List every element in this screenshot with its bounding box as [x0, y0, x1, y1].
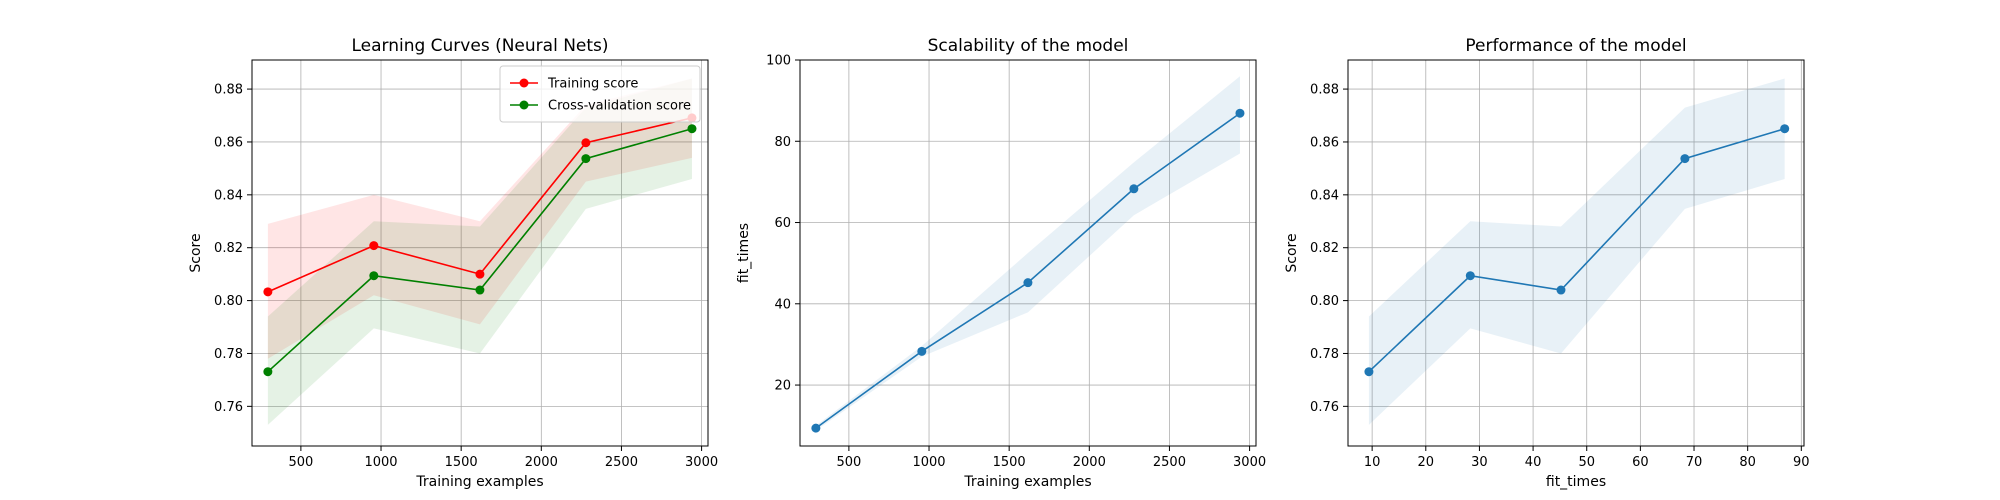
x-tick-label: 20: [1418, 455, 1435, 470]
y-tick-label: 0.78: [1310, 347, 1339, 362]
series-1-band: [815, 76, 1240, 431]
x-tick-label: 500: [288, 455, 313, 470]
legend-box: [499, 65, 701, 123]
x-tick-label: 1500: [993, 455, 1026, 470]
y-tick-label: 80: [774, 135, 791, 150]
y-tick-label: 0.80: [214, 294, 243, 309]
x-axis-label: fit_times: [1546, 474, 1606, 490]
series-1-point: [581, 138, 591, 148]
x-tick-label: 40: [1525, 455, 1542, 470]
x-tick-label: 30: [1471, 455, 1488, 470]
y-tick-label: 0.88: [214, 83, 243, 98]
legend-item: Training score: [510, 77, 638, 92]
x-tick-label: 70: [1686, 455, 1703, 470]
legend-marker: [519, 100, 529, 110]
legend-marker: [519, 78, 529, 88]
legend-label: Cross-validation score: [548, 99, 691, 114]
series-1-point: [263, 287, 273, 297]
x-tick-label: 50: [1578, 455, 1595, 470]
x-axis-label: Training examples: [415, 474, 543, 490]
series-1-point: [1780, 124, 1790, 134]
x-tick-label: 2500: [605, 455, 638, 470]
axes-frame: [251, 59, 709, 447]
y-tick-label: 40: [774, 297, 791, 312]
legend: Training score Cross-validation score: [499, 65, 701, 123]
y-tick-label: 20: [774, 379, 791, 394]
chart-title: Scalability of the model: [928, 36, 1129, 56]
x-tick-label: 60: [1632, 455, 1649, 470]
x-tick-label: 2000: [525, 455, 558, 470]
x-tick-label: 1500: [445, 455, 478, 470]
x-axis-label: Training examples: [963, 474, 1091, 490]
series-2-point: [263, 367, 273, 377]
chart-title: Learning Curves (Neural Nets): [351, 36, 608, 56]
series-1-point: [1556, 285, 1566, 295]
legend-item: Cross-validation score: [510, 99, 691, 114]
y-tick-label: 60: [774, 216, 791, 231]
y-tick-label: 0.84: [214, 188, 243, 203]
series-2-point: [687, 124, 697, 134]
series-1-band: [1368, 78, 1785, 425]
y-tick-label: 0.76: [214, 400, 243, 415]
series-1-point: [1465, 271, 1475, 281]
axes-frame: [1347, 59, 1805, 447]
x-tick-label: 1000: [912, 455, 945, 470]
y-axis-label: Score: [1284, 233, 1300, 272]
y-tick-label: 0.76: [1310, 400, 1339, 415]
y-tick-label: 0.88: [1310, 83, 1339, 98]
x-tick-label: 1000: [364, 455, 397, 470]
series-2-point: [369, 271, 379, 281]
series-1-point: [369, 241, 379, 251]
y-tick-label: 0.80: [1310, 294, 1339, 309]
chart-panel-3: 10 20 30 40 50 60 70 80 90 0.76 0.78 0.80 0.82 0.84 0.…: [1284, 36, 1810, 490]
x-tick-label: 10: [1364, 455, 1381, 470]
x-tick-label: 3000: [685, 455, 718, 470]
series-2-point: [475, 285, 485, 295]
y-tick-label: 0.86: [214, 135, 243, 150]
chart-title: Performance of the model: [1465, 36, 1686, 56]
series-1-point: [811, 423, 821, 433]
series-2-point: [581, 154, 591, 164]
y-tick-label: 0.82: [214, 241, 243, 256]
series-1-band: [267, 78, 692, 359]
chart-panel-2: 500 1000 1500 2000 2500 3000 20 40 60 80 100 Scalab…: [736, 36, 1266, 490]
series-1-point: [475, 269, 485, 279]
series-1-point: [1235, 108, 1245, 118]
series-1-point: [1680, 154, 1690, 164]
series-1-point: [917, 346, 927, 356]
x-tick-label: 80: [1739, 455, 1756, 470]
x-tick-label: 500: [836, 455, 861, 470]
x-tick-label: 90: [1793, 455, 1810, 470]
series-1-point: [1129, 184, 1139, 194]
x-tick-label: 2000: [1073, 455, 1106, 470]
x-tick-label: 2500: [1153, 455, 1186, 470]
y-axis-label: fit_times: [736, 223, 752, 283]
y-tick-label: 0.84: [1310, 188, 1339, 203]
y-tick-label: 0.78: [214, 347, 243, 362]
chart-panel-1: 500 1000 1500 2000 2500 3000 0.76 0.78 0.80 0.82 0…: [188, 36, 718, 490]
x-tick-label: 3000: [1233, 455, 1266, 470]
legend-label: Training score: [547, 77, 638, 92]
series-1-point: [1023, 278, 1033, 288]
y-tick-label: 0.82: [1310, 241, 1339, 256]
y-tick-label: 100: [766, 54, 791, 69]
series-1-point: [1364, 367, 1374, 377]
axes-frame: [799, 59, 1257, 447]
y-tick-label: 0.86: [1310, 135, 1339, 150]
series-2-band: [267, 78, 692, 425]
y-axis-label: Score: [188, 233, 204, 272]
